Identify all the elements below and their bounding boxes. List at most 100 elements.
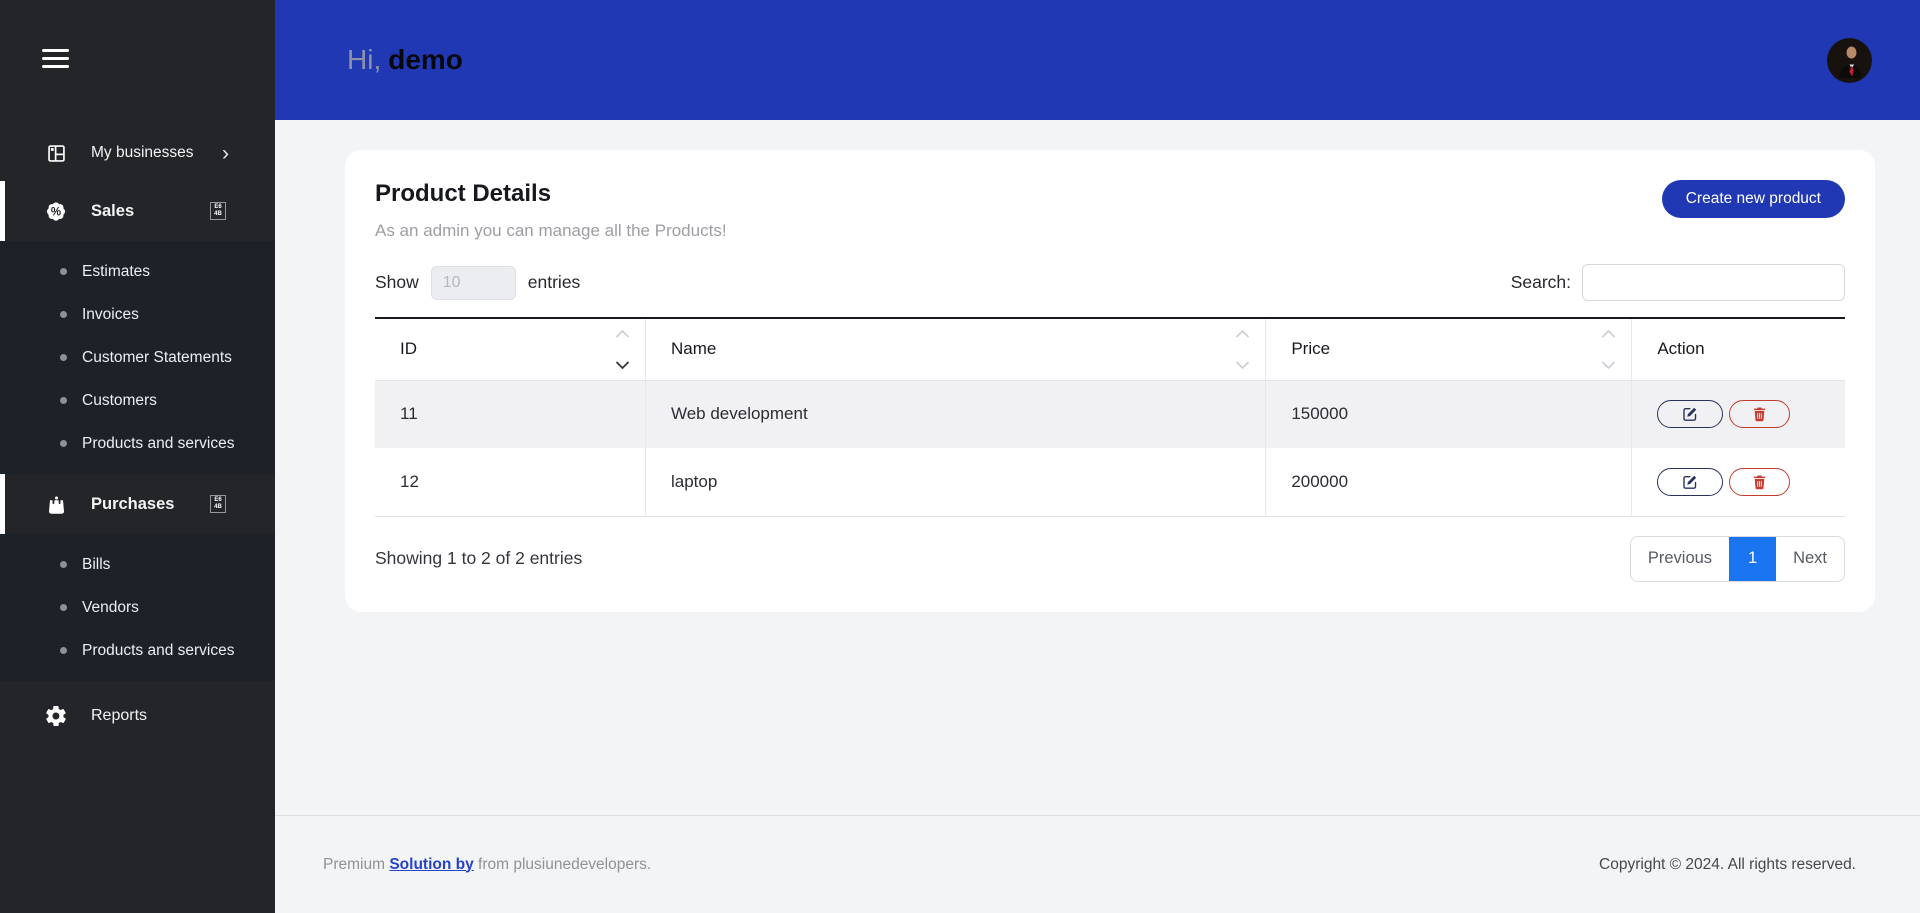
cell-actions	[1631, 380, 1845, 448]
cell-name: Web development	[645, 380, 1267, 448]
top-header: Hi, demo	[275, 0, 1920, 120]
sidebar-item-label: Customer Statements	[82, 348, 232, 366]
bullet-icon	[60, 311, 67, 318]
pagination: Previous 1 Next	[1629, 535, 1845, 582]
page-title: Product Details	[375, 180, 552, 207]
sidebar-item-customer-statements[interactable]: Customer Statements	[0, 336, 275, 379]
sidebar-item-label: Products and services	[82, 641, 235, 659]
page-subtitle: As an admin you can manage all the Produ…	[375, 221, 727, 240]
cell-price: 150000	[1265, 380, 1633, 448]
sort-ascending-icon	[1236, 330, 1250, 338]
cell-id: 12	[375, 448, 646, 517]
column-header-price[interactable]: Price	[1265, 318, 1633, 381]
create-new-product-button[interactable]: Create new product	[1661, 180, 1845, 218]
edit-button[interactable]	[1657, 400, 1724, 429]
sidebar-item-label: My businesses	[91, 144, 194, 161]
cell-actions	[1631, 448, 1845, 517]
avatar[interactable]	[1827, 37, 1872, 83]
sidebar-item-sales[interactable]: % Sales E6 4B	[0, 181, 275, 241]
layout-grid-icon	[44, 143, 68, 164]
entries-summary: Showing 1 to 2 of 2 entries	[375, 548, 583, 568]
footer-credit: Premium Solution by from plusiunedevelop…	[323, 855, 652, 873]
sidebar-item-customers[interactable]: Customers	[0, 379, 275, 422]
edit-pencil-icon	[1683, 475, 1697, 489]
table-header-row: ID Name	[375, 318, 1845, 381]
column-header-id[interactable]: ID	[375, 318, 646, 381]
sidebar-item-label: Products and services	[82, 434, 235, 452]
sidebar-item-purchases[interactable]: Purchases E6 4B	[0, 474, 275, 534]
sidebar: My businesses › % Sales E6 4B	[0, 0, 275, 913]
bullet-icon	[60, 604, 67, 611]
sidebar-item-invoices[interactable]: Invoices	[0, 293, 275, 336]
delete-button[interactable]	[1729, 467, 1791, 496]
sidebar-item-estimates[interactable]: Estimates	[0, 250, 275, 293]
solution-by-link[interactable]: Solution by	[389, 855, 474, 873]
sidebar-item-label: Bills	[82, 555, 111, 573]
sidebar-item-label: Estimates	[82, 262, 151, 280]
entries-count-input[interactable]	[430, 265, 516, 300]
hamburger-menu-icon[interactable]	[42, 49, 69, 68]
sidebar-item-my-businesses[interactable]: My businesses ›	[0, 125, 275, 181]
edit-pencil-icon	[1683, 408, 1697, 422]
sort-descending-icon	[615, 360, 630, 369]
footer-copyright: Copyright © 2024. All rights reserved.	[1599, 855, 1856, 873]
main-area: Hi, demo Product Details As an admin you …	[275, 0, 1920, 913]
cell-price: 200000	[1265, 448, 1633, 517]
content-area: Product Details As an admin you can mana…	[275, 120, 1920, 815]
sidebar-item-label: Invoices	[82, 305, 139, 323]
bullet-icon	[60, 561, 67, 568]
trash-icon	[1754, 407, 1766, 422]
sidebar-nav: My businesses › % Sales E6 4B	[0, 125, 275, 746]
search-input[interactable]	[1582, 264, 1845, 301]
sidebar-item-label: Reports	[91, 707, 148, 724]
bullet-icon	[60, 354, 67, 361]
cell-name: laptop	[645, 448, 1267, 517]
sidebar-item-label: Purchases	[91, 494, 175, 513]
username: demo	[388, 44, 463, 75]
bullet-icon	[60, 268, 67, 275]
missing-glyph-badge-icon: E6 4B	[210, 202, 226, 220]
sidebar-item-label: Customers	[82, 391, 157, 409]
column-header-name[interactable]: Name	[645, 318, 1267, 381]
sort-ascending-icon	[1602, 330, 1616, 338]
missing-glyph-badge-icon: E6 4B	[210, 495, 226, 513]
svg-text:%: %	[51, 206, 61, 218]
page-footer: Premium Solution by from plusiunedevelop…	[275, 815, 1920, 913]
sidebar-item-vendors[interactable]: Vendors	[0, 586, 275, 629]
table-row: 11 Web development 150000	[375, 380, 1845, 448]
pagination-page-1-button[interactable]: 1	[1729, 536, 1777, 581]
sidebar-item-purchases-products-and-services[interactable]: Products and services	[0, 629, 275, 672]
product-details-card: Product Details As an admin you can mana…	[345, 150, 1875, 612]
sidebar-item-label: Sales	[91, 201, 135, 220]
discount-badge-icon: %	[44, 199, 68, 224]
products-table: ID Name	[375, 317, 1845, 517]
entries-label: entries	[527, 272, 581, 292]
bullet-icon	[60, 440, 67, 447]
chevron-right-icon: ›	[222, 141, 229, 165]
sales-submenu: Estimates Invoices Customer Statements C…	[0, 241, 275, 474]
pagination-next-button[interactable]: Next	[1793, 549, 1827, 567]
sort-ascending-icon	[615, 330, 630, 338]
column-header-action: Action	[1631, 318, 1845, 381]
sidebar-item-bills[interactable]: Bills	[0, 543, 275, 586]
sort-descending-icon	[1236, 360, 1250, 369]
bullet-icon	[60, 397, 67, 404]
shopping-bag-icon	[44, 493, 68, 516]
pagination-previous-button[interactable]: Previous	[1647, 549, 1713, 567]
purchases-submenu: Bills Vendors Products and services	[0, 534, 275, 681]
greeting-prefix: Hi,	[347, 44, 382, 75]
delete-button[interactable]	[1729, 400, 1791, 429]
greeting: Hi, demo	[347, 44, 463, 76]
search-label: Search:	[1510, 272, 1571, 292]
sidebar-item-label: Vendors	[82, 598, 139, 616]
bullet-icon	[60, 647, 67, 654]
sort-descending-icon	[1602, 360, 1616, 369]
sidebar-item-reports[interactable]: Reports	[0, 686, 275, 746]
trash-icon	[1754, 475, 1766, 489]
table-row: 12 laptop 200000	[375, 448, 1845, 517]
sidebar-item-sales-products-and-services[interactable]: Products and services	[0, 422, 275, 465]
cell-id: 11	[375, 380, 646, 448]
edit-button[interactable]	[1657, 467, 1724, 496]
gear-icon	[44, 704, 68, 728]
